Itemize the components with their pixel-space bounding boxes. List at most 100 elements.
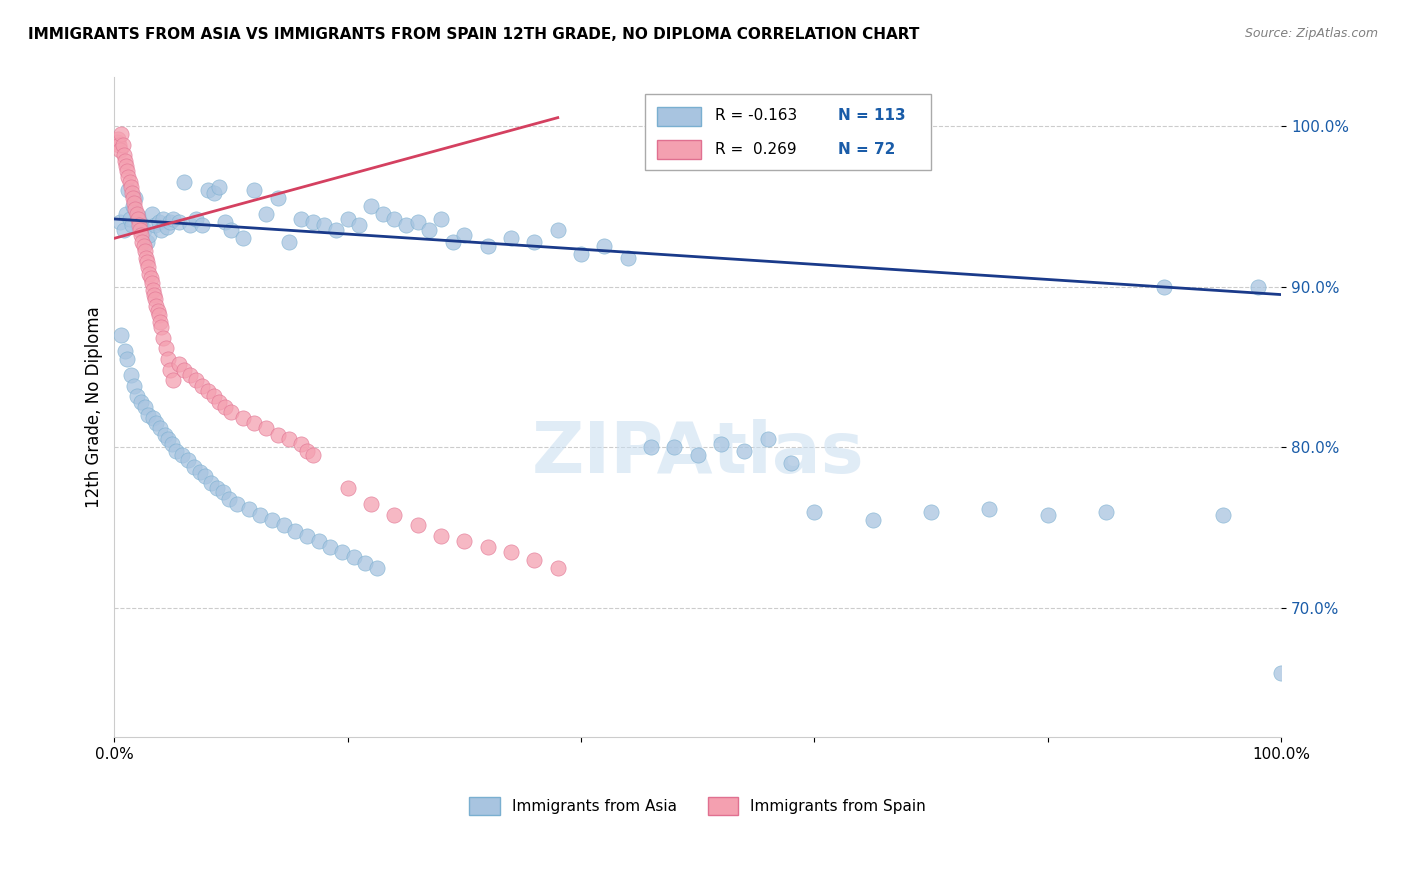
Point [132,239,155,253]
Bar [657,140,702,159]
Point [523,235,546,249]
Point [295,443,318,458]
Point [121,186,143,201]
Point [188,465,211,479]
Text: R = -0.163: R = -0.163 [716,108,797,122]
Point [477,239,499,253]
Point [153,427,176,442]
Point [273,517,295,532]
Text: N = 72: N = 72 [838,143,896,158]
Point [111,138,134,153]
Point [218,491,240,506]
Point [284,524,307,538]
Point [1212,508,1234,522]
Point [319,540,342,554]
Point [177,453,200,467]
Point [453,533,475,548]
Point [664,441,686,455]
Point [191,379,214,393]
Point [336,481,359,495]
Point [141,277,163,291]
Point [136,408,159,422]
Point [114,154,136,169]
Point [395,219,418,233]
Point [160,437,183,451]
Point [243,417,266,431]
Point [1153,279,1175,293]
Point [129,223,152,237]
Point [1036,508,1059,522]
Point [159,363,181,377]
Point [267,427,290,442]
Point [115,159,138,173]
Point [330,545,353,559]
Point [138,267,160,281]
Point [131,235,153,249]
Point [267,191,290,205]
Point [145,299,167,313]
Point [290,211,312,226]
Point [501,545,523,559]
Point [200,475,222,490]
Point [308,533,330,548]
Point [118,211,141,226]
Point [157,351,180,366]
Point [212,485,235,500]
Point [108,138,131,153]
Point [219,223,242,237]
Point [149,315,172,329]
Point [260,513,283,527]
Point [254,207,277,221]
Point [523,553,546,567]
Point [430,211,453,226]
Point [418,223,440,237]
Point [125,207,148,221]
Point [202,389,225,403]
Point [115,207,138,221]
Point [124,202,146,217]
Point [143,293,166,307]
Point [129,228,152,243]
Text: R =  0.269: R = 0.269 [716,143,797,158]
Point [125,389,148,403]
Point [290,437,312,451]
Point [197,384,219,398]
Point [117,183,139,197]
Point [165,443,187,458]
Point [254,421,277,435]
Point [616,251,638,265]
Point [219,405,242,419]
Point [129,215,152,229]
Point [547,561,569,575]
Point [162,373,184,387]
Point [112,223,135,237]
Point [173,363,195,377]
Point [118,175,141,189]
Point [145,417,167,431]
Point [155,341,177,355]
Point [325,223,347,237]
Point [136,255,159,269]
Point [107,131,129,145]
Point [110,143,132,157]
Point [205,481,228,495]
Point [979,501,1001,516]
Point [214,400,236,414]
Point [314,219,336,233]
Point [112,147,135,161]
Bar [657,107,702,126]
Point [733,443,755,458]
Point [1270,665,1292,680]
Point [122,199,145,213]
Point [278,433,301,447]
Point [710,437,733,451]
Point [406,215,429,229]
Point [152,331,174,345]
Point [501,231,523,245]
Point [301,215,323,229]
Point [110,215,132,229]
Point [756,433,779,447]
Point [134,400,156,414]
Point [120,179,142,194]
Point [121,219,143,233]
